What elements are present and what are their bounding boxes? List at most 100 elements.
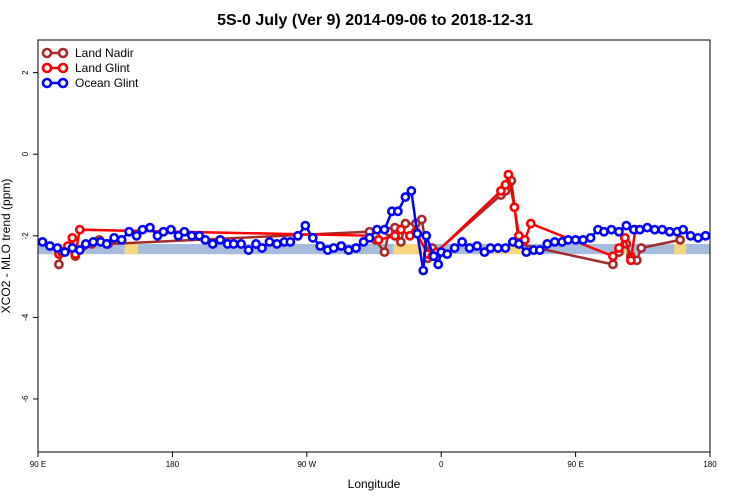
y-tick-label: -6 xyxy=(21,395,30,403)
data-point xyxy=(457,237,468,247)
legend-item-ocean-glint: Ocean Glint xyxy=(41,76,139,90)
data-point xyxy=(585,232,596,243)
data-point xyxy=(207,239,218,249)
data-point xyxy=(496,186,506,196)
data-point xyxy=(428,251,439,262)
data-point xyxy=(500,179,511,190)
y-tick-label: -4 xyxy=(21,313,30,321)
data-point xyxy=(700,230,711,241)
data-point xyxy=(315,241,326,251)
data-point xyxy=(693,232,703,243)
data-point xyxy=(37,237,48,247)
legend-marker xyxy=(41,62,53,74)
data-point xyxy=(678,224,689,235)
data-point xyxy=(636,243,647,253)
data-point xyxy=(54,259,64,270)
land-band-segment xyxy=(674,243,687,255)
data-point xyxy=(472,241,482,251)
data-point xyxy=(243,245,254,255)
land-band-segment xyxy=(393,243,427,255)
data-point xyxy=(513,239,524,249)
data-point xyxy=(570,234,581,245)
data-point xyxy=(307,232,318,243)
y-tick-label: -2 xyxy=(21,232,30,240)
x-tick-label: 180 xyxy=(703,460,717,469)
legend-label: Land Glint xyxy=(75,61,130,75)
data-point xyxy=(145,222,155,233)
data-point xyxy=(599,226,609,237)
data-point xyxy=(525,218,536,229)
ocean-band-segment xyxy=(38,243,710,255)
data-point xyxy=(657,224,668,235)
data-point xyxy=(74,224,85,235)
data-point xyxy=(418,265,429,276)
legend-marker xyxy=(41,77,53,89)
data-point xyxy=(373,234,384,245)
data-point xyxy=(675,234,686,245)
data-point xyxy=(449,243,460,253)
data-point xyxy=(101,239,112,249)
y-tick-label: 2 xyxy=(21,70,30,75)
data-point xyxy=(257,243,267,253)
data-point xyxy=(549,237,560,247)
data-point xyxy=(400,218,411,229)
data-point xyxy=(74,245,85,255)
data-point xyxy=(67,243,78,253)
data-point xyxy=(59,247,70,258)
data-point xyxy=(608,251,618,262)
data-point xyxy=(485,243,496,253)
data-point xyxy=(416,214,427,225)
data-point xyxy=(521,247,532,258)
data-point xyxy=(493,243,503,253)
x-tick-label: 90 E xyxy=(30,460,46,469)
data-point xyxy=(421,230,432,241)
data-point xyxy=(606,224,617,235)
data-point xyxy=(80,239,91,249)
data-point xyxy=(395,237,406,247)
y-tick-label: 0 xyxy=(21,151,30,156)
data-point xyxy=(634,224,645,235)
data-point xyxy=(406,186,417,196)
ocean-land-band xyxy=(38,243,710,255)
data-point xyxy=(372,224,382,235)
data-point xyxy=(285,237,296,247)
x-tick-label: 90 E xyxy=(567,460,583,469)
legend-marker xyxy=(41,47,53,59)
data-point xyxy=(619,232,630,243)
data-point xyxy=(137,224,148,235)
legend-label: Land Nadir xyxy=(75,46,134,60)
data-point xyxy=(109,232,120,243)
data-point xyxy=(379,224,390,235)
data-point xyxy=(392,206,403,217)
data-point xyxy=(379,247,390,258)
x-tick-label: 90 W xyxy=(297,460,316,469)
data-point xyxy=(131,230,142,241)
data-point xyxy=(364,232,375,243)
data-point xyxy=(292,230,303,241)
x-axis-label: Longitude xyxy=(348,477,401,491)
data-point xyxy=(300,220,311,231)
y-axis-label: XCO2 - MLO trend (ppm) xyxy=(0,179,13,314)
data-point xyxy=(563,234,574,245)
data-point xyxy=(542,239,553,249)
data-point xyxy=(336,241,347,251)
axis-ticks: 90 E 180 90 W 0 90 E 180 2 0 -2 -4 -6 xyxy=(21,70,717,469)
data-point xyxy=(328,243,339,253)
data-point xyxy=(67,232,78,243)
data-point xyxy=(116,234,127,245)
data-point xyxy=(158,226,169,237)
data-point xyxy=(500,243,511,253)
land-band-segment xyxy=(124,243,139,255)
series-ocean-glint xyxy=(37,186,711,276)
data-point xyxy=(625,255,636,266)
data-point xyxy=(664,226,675,237)
data-point xyxy=(464,243,475,253)
data-point xyxy=(179,226,190,237)
data-point xyxy=(236,239,246,249)
plot-frame xyxy=(37,39,711,453)
data-point xyxy=(685,230,696,241)
data-point xyxy=(390,230,400,241)
x-tick-label: 180 xyxy=(166,460,180,469)
